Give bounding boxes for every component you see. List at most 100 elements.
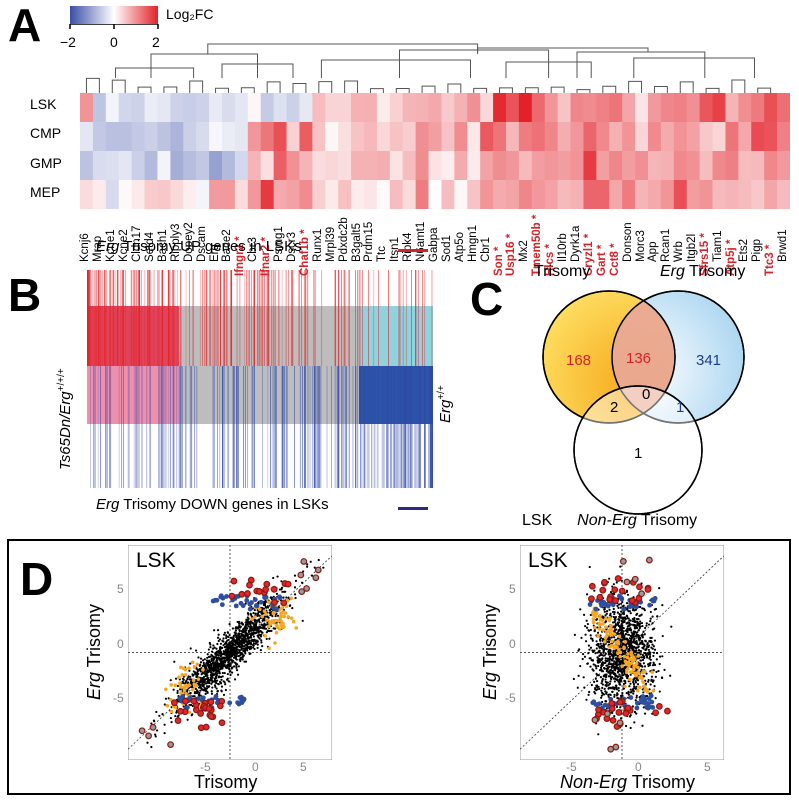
data-point: [621, 617, 624, 620]
data-point: [606, 669, 609, 672]
heatmap-cell: [635, 151, 649, 181]
data-point: [617, 680, 620, 683]
data-point: [205, 687, 209, 690]
blue-point: [650, 598, 656, 604]
data-point: [244, 632, 247, 635]
data-point: [209, 676, 212, 679]
orange-point: [607, 645, 612, 649]
data-point: [595, 672, 598, 675]
data-point: [226, 672, 229, 676]
data-point: [234, 651, 237, 654]
orange-point: [637, 685, 642, 690]
data-point: [161, 713, 164, 716]
orange-point: [636, 654, 641, 658]
data-point: [605, 609, 609, 613]
data-point: [259, 630, 262, 633]
orange-point: [178, 681, 182, 686]
data-point: [636, 683, 640, 686]
data-point: [577, 649, 580, 652]
heatmap-cell: [454, 93, 468, 123]
heatmap-cell: [777, 151, 790, 181]
orange-point: [286, 615, 291, 619]
data-point: [644, 653, 648, 657]
data-point: [225, 636, 228, 640]
data-point: [652, 679, 655, 682]
data-point: [604, 678, 607, 681]
data-point: [239, 659, 242, 663]
orange-point: [195, 662, 200, 667]
orange-point: [281, 610, 285, 614]
data-point: [235, 663, 238, 666]
colorbar-title: Log₂FC: [166, 6, 214, 22]
orange-point: [623, 639, 628, 644]
data-point: [228, 656, 231, 659]
heatmap-cell: [673, 93, 688, 123]
heatmap-cell: [777, 93, 790, 123]
data-point: [615, 694, 618, 697]
data-point: [602, 644, 606, 647]
orange-point: [280, 625, 285, 630]
heatmap-cell: [209, 151, 223, 181]
scatter2-title: LSK: [528, 549, 568, 572]
data-point: [661, 676, 664, 680]
data-point: [154, 733, 157, 736]
heatmap-cell: [441, 151, 455, 181]
red-point: [608, 705, 616, 713]
data-point: [591, 639, 594, 642]
data-point: [615, 581, 618, 584]
data-point: [625, 692, 628, 695]
data-point: [603, 687, 606, 691]
red-point: [280, 599, 288, 607]
grey-point: [149, 723, 157, 731]
data-point: [193, 695, 196, 698]
data-point: [658, 690, 661, 693]
data-point: [639, 620, 642, 623]
orange-point: [634, 672, 639, 676]
data-point: [585, 593, 589, 596]
data-point: [234, 633, 237, 636]
gene-label: Donson: [621, 222, 634, 262]
data-point: [223, 671, 226, 675]
heatmap-cell: [92, 151, 107, 181]
data-point: [613, 715, 616, 718]
data-point: [231, 639, 234, 642]
heatmap-cell: [170, 180, 184, 209]
data-point: [222, 693, 226, 697]
heatmap-cell: [80, 93, 94, 123]
data-point: [649, 636, 652, 639]
heatmap-cell: [183, 151, 197, 181]
data-point: [249, 612, 252, 615]
data-point: [618, 629, 621, 632]
heatmap-cell: [222, 180, 236, 209]
data-point: [241, 623, 244, 626]
gene-label: Prdm15: [363, 221, 376, 262]
data-point: [201, 682, 204, 685]
orange-point: [184, 691, 188, 696]
data-point: [244, 631, 247, 634]
heatmap-cell: [105, 180, 120, 209]
heatmap-cell: [299, 93, 313, 123]
data-point: [631, 609, 635, 612]
data-point: [309, 560, 312, 563]
orange-point: [180, 673, 184, 677]
data-point: [626, 674, 630, 678]
data-point: [615, 688, 618, 691]
grey-point: [314, 566, 322, 574]
heatmap-cell: [583, 93, 597, 123]
data-point: [201, 664, 204, 667]
data-point: [230, 655, 233, 658]
grey-point: [616, 719, 624, 727]
data-point: [615, 705, 619, 708]
left-label-text: Ts65Dn/Erg: [57, 391, 74, 470]
data-point: [653, 648, 657, 651]
data-point: [269, 596, 272, 599]
heatmap-cell: [105, 151, 120, 181]
data-point: [218, 662, 221, 666]
data-point: [257, 626, 260, 629]
data-point: [206, 653, 209, 656]
orange-point: [258, 607, 262, 612]
data-point: [629, 612, 632, 615]
data-point: [614, 624, 617, 628]
red-point: [599, 586, 607, 594]
heatmap-cell: [622, 151, 636, 181]
